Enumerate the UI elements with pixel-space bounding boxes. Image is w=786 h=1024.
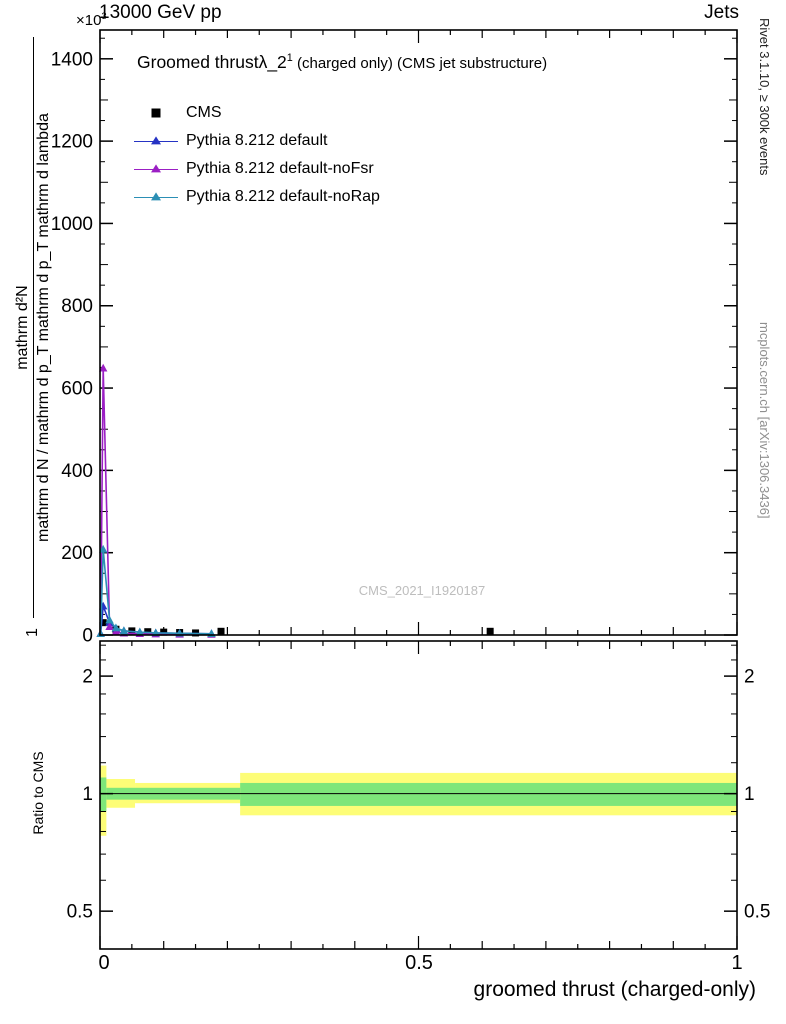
ratio-y-tick-label: 1 <box>82 784 93 805</box>
mcplots-label: mcplots.cern.ch [arXiv:1306.3436] <box>757 322 772 519</box>
series-pythia-8-212-default-nofsr <box>96 363 216 638</box>
legend-label: Pythia 8.212 default-noRap <box>186 187 380 205</box>
main-y-tick-label: 200 <box>61 543 93 564</box>
main-y-tick-label: 800 <box>61 296 93 317</box>
legend-item-cms: CMS <box>134 102 380 123</box>
main-plot-frame <box>99 29 738 636</box>
triangle-line-marker-icon <box>134 133 178 149</box>
ratio-plot-frame <box>99 640 738 950</box>
x-tick-label: 0 <box>98 952 110 974</box>
analysis-category-label: Jets <box>704 2 739 23</box>
watermark: CMS_2021_I1920187 <box>358 583 486 598</box>
main-y-tick-label: 1200 <box>51 132 93 153</box>
beam-energy-label: 13000 GeV pp <box>99 2 222 23</box>
main-y-tick-label: 1400 <box>51 49 93 70</box>
main-y-tick-label: 0 <box>82 626 93 647</box>
main-y-tick-label: 1000 <box>51 214 93 235</box>
ylabel-prefix: 1 <box>24 628 41 637</box>
x-tick-label: 0.5 <box>405 952 433 974</box>
rivet-version-label: Rivet 3.1.10, ≥ 300k events <box>757 18 772 176</box>
legend-item-pythia-norap: Pythia 8.212 default-noRap <box>134 186 380 207</box>
triangle-line-marker-icon <box>134 161 178 177</box>
x-tick-label: 1 <box>731 952 743 974</box>
main-y-tick-label: 600 <box>61 379 93 400</box>
ratio-y-tick-label: 0.5 <box>67 902 93 923</box>
series-pythia-8-212-default-norap <box>96 544 216 637</box>
ratio-y-tick-label: 2 <box>82 667 93 688</box>
x-axis-label: groomed thrust (charged-only) <box>473 978 756 1001</box>
legend-item-pythia-nofsr: Pythia 8.212 default-noFsr <box>134 158 380 179</box>
main-y-tick-label: 400 <box>61 461 93 482</box>
main-plot-canvas: 0 200 400 600 800 1000 1200 1400 <box>51 29 738 647</box>
triangle-line-marker-icon <box>134 189 178 205</box>
legend-label: CMS <box>186 103 222 121</box>
legend-label: Pythia 8.212 default <box>186 131 328 149</box>
legend-label: Pythia 8.212 default-noFsr <box>186 159 374 177</box>
plot-title: Groomed thrustλ_21 (charged only) (CMS j… <box>137 52 548 72</box>
ratio-y-tick-label-right: 2 <box>744 667 755 688</box>
legend-item-pythia-default: Pythia 8.212 default <box>134 130 380 151</box>
ratio-y-tick-label-right: 1 <box>744 784 755 805</box>
ratio-y-tick-label-right: 0.5 <box>744 902 770 923</box>
cms-square-marker-icon <box>134 105 178 121</box>
ratio-y-axis-label: Ratio to CMS <box>30 751 46 835</box>
main-y-axis-label: 1 mathrm d²N mathrm d N / mathrm d p_T m… <box>2 37 64 637</box>
legend: CMS Pythia 8.212 default Pythia 8.212 de… <box>134 102 380 207</box>
ratio-plot-canvas: 0.5 0.5 1 1 2 2 <box>67 640 770 950</box>
ylabel-fraction: mathrm d²N mathrm d N / mathrm d p_T mat… <box>13 37 53 619</box>
y-axis-exponent: ×103 <box>76 11 107 29</box>
